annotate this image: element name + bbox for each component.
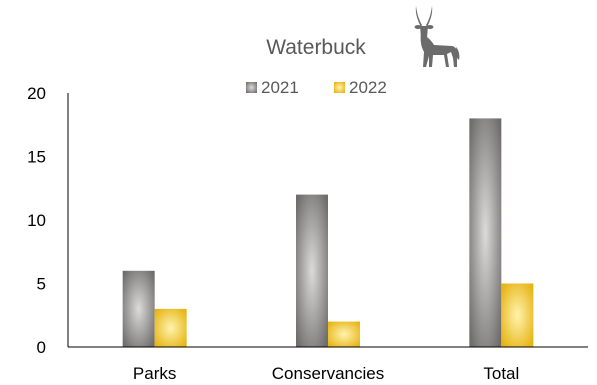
y-tick-label: 15 — [27, 148, 46, 167]
x-tick-label: Conservancies — [272, 364, 384, 383]
bar-2021-total — [469, 118, 502, 348]
y-axis: 0 5 10 15 20 — [27, 84, 69, 357]
y-tick-label: 20 — [27, 84, 46, 103]
y-tick-label: 10 — [27, 211, 46, 230]
bar-2022-total — [501, 283, 534, 347]
bars — [122, 118, 534, 348]
bar-2022-conservancies — [328, 321, 360, 347]
legend-swatch-2022 — [334, 82, 345, 93]
x-axis: Parks Conservancies Total — [68, 346, 588, 383]
bar-2021-conservancies — [296, 194, 328, 347]
legend-label-2021: 2021 — [261, 78, 299, 97]
y-tick-label: 5 — [37, 275, 46, 294]
legend-label-2022: 2022 — [349, 78, 387, 97]
bar-2021-parks — [122, 270, 155, 347]
legend: 2021 2022 — [246, 78, 387, 97]
legend-swatch-2021 — [246, 82, 257, 93]
y-tick-label: 0 — [37, 338, 46, 357]
waterbuck-silhouette-icon — [414, 6, 460, 67]
chart-title: Waterbuck — [266, 36, 366, 59]
bar-2022-parks — [154, 308, 187, 347]
x-tick-label: Total — [483, 364, 519, 383]
x-tick-label: Parks — [133, 364, 176, 383]
